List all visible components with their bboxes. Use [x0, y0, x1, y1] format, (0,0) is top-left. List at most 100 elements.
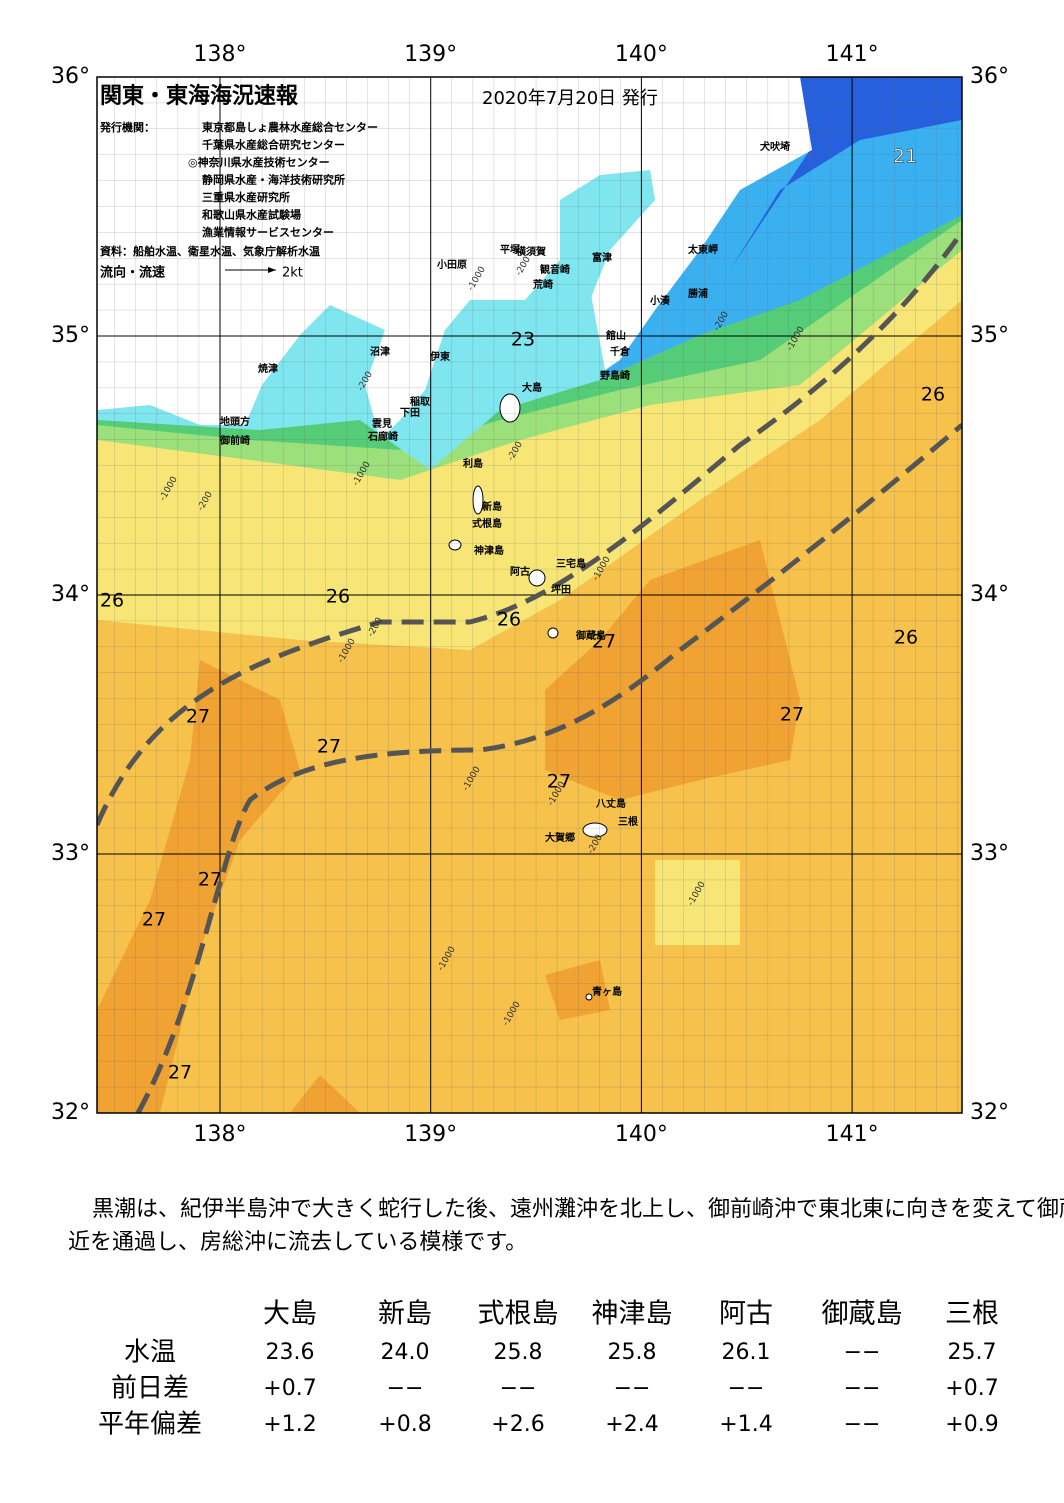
issuer: 和歌山県水産試験場 [202, 208, 301, 222]
warm-patch [97, 660, 300, 1113]
temperature-label: 27 [186, 706, 210, 728]
table-cell: 26.1 [722, 1340, 771, 1365]
issuer: 千葉県水産総合研究センター [202, 138, 345, 152]
summary-part: 近を通過し、房総沖に流去している模様です。 [68, 1230, 527, 1255]
place-label: 沼津 [370, 345, 390, 358]
temperature-label: 27 [317, 736, 341, 758]
table-header: 三根 [945, 1299, 999, 1330]
place-label: 坪田 [551, 583, 571, 596]
place-label: 伊東 [429, 350, 450, 363]
table-cell: +0.9 [945, 1412, 998, 1437]
table-header: 阿古 [719, 1299, 773, 1330]
lat-label: 32° [970, 1100, 1009, 1125]
place-label: 観音崎 [540, 263, 570, 276]
lon-label: 140° [615, 1122, 668, 1147]
temperature-label: 27 [142, 909, 166, 931]
issuer: 東京都島しょ農林水産総合センター [202, 120, 378, 134]
row-label: 平年偏差 [98, 1410, 202, 1440]
table-header: 式根島 [478, 1299, 559, 1330]
lat-label: 35° [51, 323, 90, 348]
temperature-label: 27 [592, 631, 616, 653]
place-label: 富津 [592, 251, 612, 264]
place-label: 阿古 [510, 565, 530, 578]
place-label: 館山 [605, 329, 626, 342]
islands [448, 393, 608, 1001]
issuer: ◎神奈川県水産技術センター [188, 155, 330, 169]
lon-label: 138° [194, 1122, 247, 1147]
table-cell: 23.6 [266, 1340, 315, 1365]
sea-21 [730, 77, 962, 270]
temperature-label: 27 [547, 771, 571, 793]
source: 資料：船舶水温、衛星水温、気象庁解析水温 [100, 244, 320, 258]
lon-label: 141° [826, 42, 879, 67]
issuers-label: 発行機関： [99, 120, 155, 134]
lat-label: 33° [51, 841, 90, 866]
table-cell: −− [387, 1376, 424, 1401]
place-label: 横須賀 [516, 245, 546, 258]
lon-label: 139° [404, 1122, 457, 1147]
temperature-label: 27 [198, 869, 222, 891]
lat-label: 32° [51, 1100, 90, 1125]
lon-label: 138° [194, 42, 247, 67]
place-label: 勝浦 [688, 287, 708, 300]
place-label: 神津島 [474, 544, 504, 557]
issuer: 静岡県水産・海洋技術研究所 [202, 173, 345, 187]
sea-26 [655, 860, 740, 945]
legend-scale: 2kt [282, 266, 303, 281]
place-label: 三宅島 [556, 557, 586, 570]
lon-label: 139° [404, 42, 457, 67]
table-cell: −− [500, 1376, 537, 1401]
table-header: 新島 [378, 1299, 432, 1330]
temperature-label: 26 [326, 586, 350, 608]
place-label: 青ヶ島 [592, 985, 622, 998]
table-cell: +1.4 [719, 1412, 772, 1437]
table-cell: −− [844, 1340, 881, 1365]
table-cell: +2.6 [491, 1412, 544, 1437]
lon-label: 141° [826, 1122, 879, 1147]
lon-label: 140° [615, 42, 668, 67]
place-label: 新島 [482, 500, 502, 513]
grid [97, 77, 962, 1113]
table-cell: 24.0 [381, 1340, 430, 1365]
map-frame [96, 76, 963, 1114]
lat-label: 36° [51, 64, 90, 89]
table-cell: −− [844, 1376, 881, 1401]
place-label: 式根島 [472, 517, 502, 530]
place-label: 大賀郷 [545, 831, 575, 844]
table-header: 神津島 [592, 1299, 673, 1330]
place-label: 焼津 [258, 362, 278, 375]
legend-label: 流向・流速 [100, 265, 165, 281]
temperature-label: 26 [100, 590, 124, 612]
temperature-label: 26 [497, 609, 521, 631]
lat-label: 33° [970, 841, 1009, 866]
temperature-label: 27 [168, 1062, 192, 1084]
place-label: 地頭方 [220, 415, 250, 428]
sea-bay [560, 170, 655, 300]
map-title: 関東・東海海況速報 [100, 83, 299, 109]
table-cell: 25.8 [494, 1340, 543, 1365]
table-header: 御蔵島 [822, 1299, 903, 1330]
place-label: 御蔵島 [575, 629, 606, 642]
table-cell: +0.7 [945, 1376, 998, 1401]
table-cell: +1.2 [263, 1412, 316, 1437]
legend-arrowhead [268, 267, 276, 273]
place-label: 稲取 [410, 395, 431, 408]
lat-label: 34° [970, 582, 1009, 607]
lat-label: 35° [970, 323, 1009, 348]
place-label: 三根 [618, 815, 638, 828]
temperature-label: 26 [894, 627, 918, 649]
issuer: 三重県水産研究所 [202, 190, 290, 204]
land [97, 77, 812, 440]
table-cell: +0.7 [263, 1376, 316, 1401]
place-label: 野島崎 [600, 369, 630, 382]
row-label: 水温 [124, 1338, 176, 1368]
lat-label: 36° [970, 64, 1009, 89]
temperature-label: 21 [893, 146, 917, 168]
place-label: 犬吠埼 [760, 140, 790, 153]
row-label: 前日差 [111, 1374, 189, 1404]
table-cell: 25.8 [608, 1340, 657, 1365]
place-label: 千倉 [610, 345, 631, 358]
table-cell: −− [614, 1376, 651, 1401]
place-label: 御前崎 [219, 434, 250, 447]
